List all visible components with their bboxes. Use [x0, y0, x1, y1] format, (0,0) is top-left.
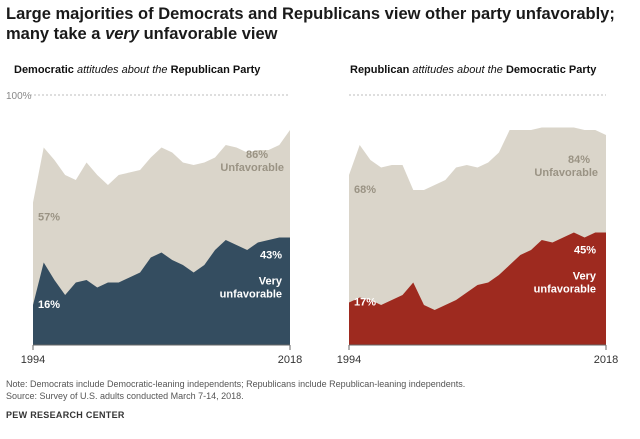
rep-x-tick-2018: 2018 — [594, 354, 618, 366]
title-line-1: Large majorities of Democrats and Republ… — [6, 5, 615, 23]
dem-label-very-2: unfavorable — [220, 289, 282, 301]
rep-label-very-2: unfavorable — [534, 284, 596, 296]
panel-title-democratic-a: Democratic — [14, 64, 74, 76]
dem-x-tick-2018: 2018 — [278, 354, 302, 366]
org-label: PEW RESEARCH CENTER — [6, 410, 125, 420]
rep-label-very-1: Very — [573, 271, 597, 283]
title-line-2b: unfavorable view — [139, 25, 278, 43]
dem-label-very-1: Very — [259, 276, 283, 288]
dem-area-very-unfavorable — [33, 237, 290, 345]
title-line-2a: many take a — [6, 25, 106, 43]
panel-title-republican-a: Republican — [350, 64, 410, 76]
panel-title-republican: Republican attitudes about the Democrati… — [350, 64, 596, 76]
panel-title-democratic-b: Republican Party — [170, 64, 261, 76]
rep-label-unfav: Unfavorable — [534, 167, 598, 179]
dem-label-unfav: Unfavorable — [220, 162, 284, 174]
rep-label-unfav-end: 84% — [568, 154, 590, 166]
dem-label-unfav-start: 57% — [38, 212, 60, 224]
dem-label-very-end: 43% — [260, 250, 282, 262]
dem-label-unfav-end: 86% — [246, 149, 268, 161]
dem-x-tick-1994: 1994 — [21, 354, 45, 366]
rep-label-very-start: 17% — [354, 297, 376, 309]
title-line-2-italic: very — [105, 25, 140, 43]
rep-area-very-unfavorable — [349, 232, 606, 345]
source-text: Source: Survey of U.S. adults conducted … — [6, 391, 244, 401]
panel-title-republican-b: Democratic Party — [505, 64, 597, 76]
panel-title-democratic: Democratic attitudes about the Republica… — [14, 64, 260, 76]
chart-title: Large majorities of Democrats and Republ… — [6, 4, 631, 44]
note-text: Note: Democrats include Democratic-leani… — [6, 379, 466, 389]
panel-title-democratic-italic: attitudes about the — [73, 64, 171, 76]
panel-title-republican-italic: attitudes about the — [409, 64, 506, 76]
rep-label-unfav-start: 68% — [354, 184, 376, 196]
dem-y-tick-100: 100% — [6, 91, 32, 102]
rep-x-tick-1994: 1994 — [337, 354, 361, 366]
rep-label-very-end: 45% — [574, 245, 596, 257]
dem-label-very-start: 16% — [38, 299, 60, 311]
